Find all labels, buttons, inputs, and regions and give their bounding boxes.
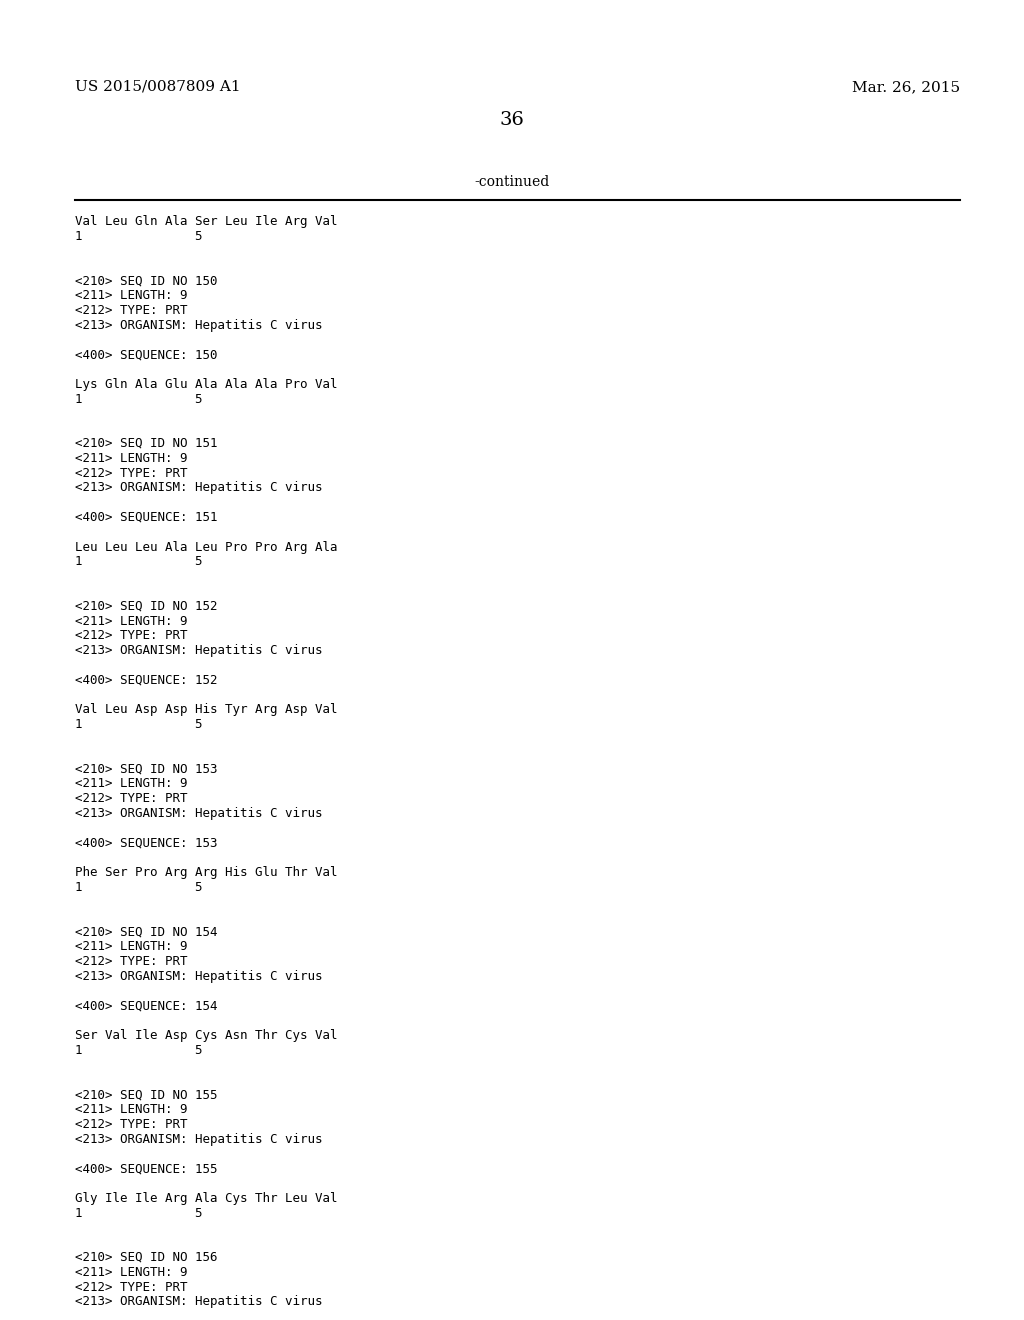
Text: <213> ORGANISM: Hepatitis C virus: <213> ORGANISM: Hepatitis C virus: [75, 644, 323, 657]
Text: -continued: -continued: [474, 176, 550, 189]
Text: <210> SEQ ID NO 156: <210> SEQ ID NO 156: [75, 1251, 217, 1265]
Text: <212> TYPE: PRT: <212> TYPE: PRT: [75, 1280, 187, 1294]
Text: <212> TYPE: PRT: <212> TYPE: PRT: [75, 792, 187, 805]
Text: Val Leu Asp Asp His Tyr Arg Asp Val: Val Leu Asp Asp His Tyr Arg Asp Val: [75, 704, 338, 717]
Text: Gly Ile Ile Arg Ala Cys Thr Leu Val: Gly Ile Ile Arg Ala Cys Thr Leu Val: [75, 1192, 338, 1205]
Text: Ser Val Ile Asp Cys Asn Thr Cys Val: Ser Val Ile Asp Cys Asn Thr Cys Val: [75, 1030, 338, 1041]
Text: <211> LENGTH: 9: <211> LENGTH: 9: [75, 451, 187, 465]
Text: Phe Ser Pro Arg Arg His Glu Thr Val: Phe Ser Pro Arg Arg His Glu Thr Val: [75, 866, 338, 879]
Text: 1               5: 1 5: [75, 392, 203, 405]
Text: Mar. 26, 2015: Mar. 26, 2015: [852, 81, 961, 94]
Text: <210> SEQ ID NO 154: <210> SEQ ID NO 154: [75, 925, 217, 939]
Text: <400> SEQUENCE: 152: <400> SEQUENCE: 152: [75, 673, 217, 686]
Text: <211> LENGTH: 9: <211> LENGTH: 9: [75, 777, 187, 791]
Text: <212> TYPE: PRT: <212> TYPE: PRT: [75, 954, 187, 968]
Text: <212> TYPE: PRT: <212> TYPE: PRT: [75, 304, 187, 317]
Text: 1               5: 1 5: [75, 556, 203, 569]
Text: <211> LENGTH: 9: <211> LENGTH: 9: [75, 289, 187, 302]
Text: 1               5: 1 5: [75, 880, 203, 894]
Text: <211> LENGTH: 9: <211> LENGTH: 9: [75, 1104, 187, 1115]
Text: <210> SEQ ID NO 153: <210> SEQ ID NO 153: [75, 763, 217, 776]
Text: <213> ORGANISM: Hepatitis C virus: <213> ORGANISM: Hepatitis C virus: [75, 318, 323, 331]
Text: Val Leu Gln Ala Ser Leu Ile Arg Val: Val Leu Gln Ala Ser Leu Ile Arg Val: [75, 215, 338, 228]
Text: <210> SEQ ID NO 155: <210> SEQ ID NO 155: [75, 1088, 217, 1101]
Text: <211> LENGTH: 9: <211> LENGTH: 9: [75, 1266, 187, 1279]
Text: <213> ORGANISM: Hepatitis C virus: <213> ORGANISM: Hepatitis C virus: [75, 970, 323, 983]
Text: Lys Gln Ala Glu Ala Ala Ala Pro Val: Lys Gln Ala Glu Ala Ala Ala Pro Val: [75, 378, 338, 391]
Text: <212> TYPE: PRT: <212> TYPE: PRT: [75, 1118, 187, 1131]
Text: <400> SEQUENCE: 153: <400> SEQUENCE: 153: [75, 837, 217, 850]
Text: <400> SEQUENCE: 154: <400> SEQUENCE: 154: [75, 999, 217, 1012]
Text: <400> SEQUENCE: 150: <400> SEQUENCE: 150: [75, 348, 217, 362]
Text: 36: 36: [500, 111, 524, 129]
Text: US 2015/0087809 A1: US 2015/0087809 A1: [75, 81, 241, 94]
Text: <211> LENGTH: 9: <211> LENGTH: 9: [75, 940, 187, 953]
Text: Leu Leu Leu Ala Leu Pro Pro Arg Ala: Leu Leu Leu Ala Leu Pro Pro Arg Ala: [75, 541, 338, 553]
Text: <213> ORGANISM: Hepatitis C virus: <213> ORGANISM: Hepatitis C virus: [75, 807, 323, 820]
Text: <210> SEQ ID NO 151: <210> SEQ ID NO 151: [75, 437, 217, 450]
Text: <212> TYPE: PRT: <212> TYPE: PRT: [75, 630, 187, 643]
Text: <210> SEQ ID NO 150: <210> SEQ ID NO 150: [75, 275, 217, 288]
Text: 1               5: 1 5: [75, 718, 203, 731]
Text: <213> ORGANISM: Hepatitis C virus: <213> ORGANISM: Hepatitis C virus: [75, 1295, 323, 1308]
Text: <400> SEQUENCE: 151: <400> SEQUENCE: 151: [75, 511, 217, 524]
Text: <213> ORGANISM: Hepatitis C virus: <213> ORGANISM: Hepatitis C virus: [75, 482, 323, 495]
Text: <212> TYPE: PRT: <212> TYPE: PRT: [75, 466, 187, 479]
Text: 1               5: 1 5: [75, 230, 203, 243]
Text: 1               5: 1 5: [75, 1206, 203, 1220]
Text: 1               5: 1 5: [75, 1044, 203, 1057]
Text: <210> SEQ ID NO 152: <210> SEQ ID NO 152: [75, 599, 217, 612]
Text: <213> ORGANISM: Hepatitis C virus: <213> ORGANISM: Hepatitis C virus: [75, 1133, 323, 1146]
Text: <211> LENGTH: 9: <211> LENGTH: 9: [75, 615, 187, 627]
Text: <400> SEQUENCE: 155: <400> SEQUENCE: 155: [75, 1162, 217, 1175]
